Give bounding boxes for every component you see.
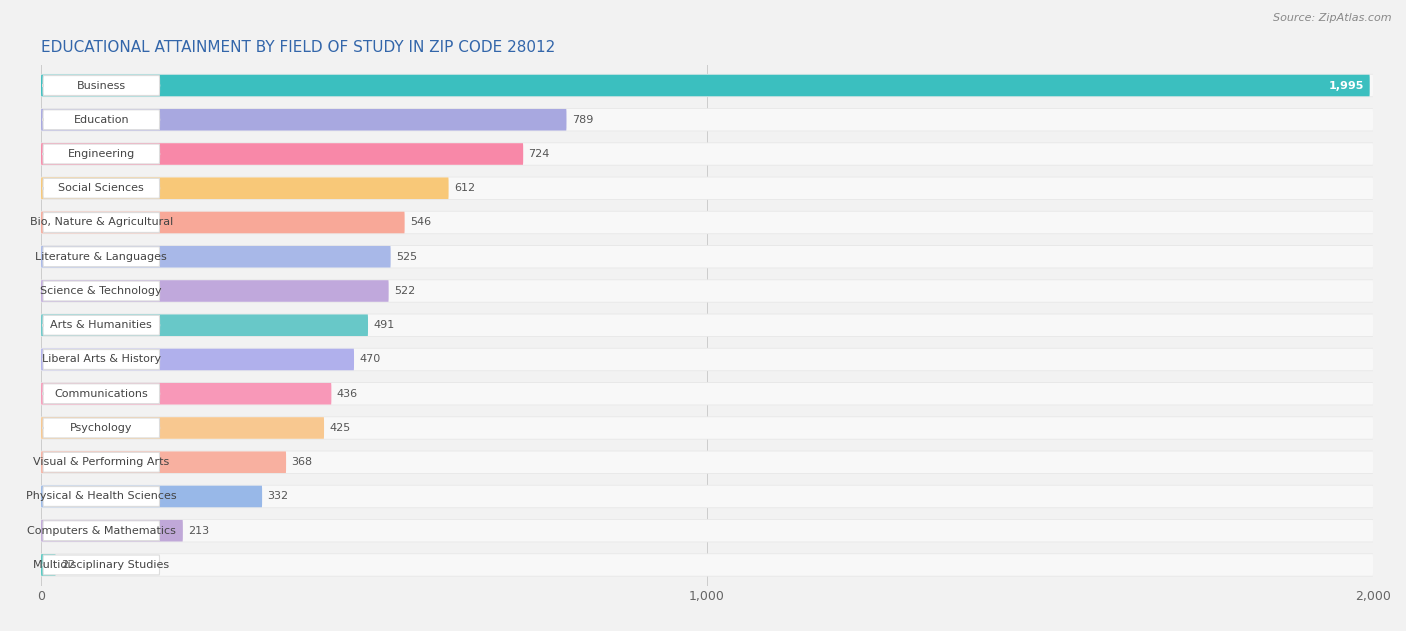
FancyBboxPatch shape: [41, 212, 405, 233]
FancyBboxPatch shape: [44, 110, 159, 130]
Text: 368: 368: [291, 457, 312, 467]
FancyBboxPatch shape: [41, 382, 1374, 405]
Text: Computers & Mathematics: Computers & Mathematics: [27, 526, 176, 536]
Text: 612: 612: [454, 183, 475, 193]
Text: Physical & Health Sciences: Physical & Health Sciences: [25, 492, 177, 502]
FancyBboxPatch shape: [41, 314, 1374, 336]
Text: Visual & Performing Arts: Visual & Performing Arts: [34, 457, 169, 467]
FancyBboxPatch shape: [44, 487, 159, 507]
Text: 546: 546: [411, 218, 432, 228]
FancyBboxPatch shape: [41, 108, 1374, 131]
FancyBboxPatch shape: [41, 383, 332, 404]
FancyBboxPatch shape: [44, 418, 159, 438]
Text: Education: Education: [73, 115, 129, 125]
Text: Arts & Humanities: Arts & Humanities: [51, 321, 152, 330]
FancyBboxPatch shape: [41, 349, 1374, 370]
FancyBboxPatch shape: [41, 177, 1374, 200]
FancyBboxPatch shape: [41, 143, 523, 165]
FancyBboxPatch shape: [44, 179, 159, 198]
FancyBboxPatch shape: [41, 280, 388, 302]
FancyBboxPatch shape: [41, 554, 56, 575]
FancyBboxPatch shape: [41, 280, 1374, 303]
FancyBboxPatch shape: [41, 417, 1374, 439]
FancyBboxPatch shape: [41, 554, 1374, 575]
FancyBboxPatch shape: [41, 143, 1374, 165]
Text: 789: 789: [572, 115, 593, 125]
FancyBboxPatch shape: [41, 109, 567, 131]
Text: Communications: Communications: [55, 389, 148, 399]
Text: Business: Business: [77, 81, 127, 90]
FancyBboxPatch shape: [41, 349, 354, 370]
Text: 522: 522: [394, 286, 415, 296]
FancyBboxPatch shape: [44, 350, 159, 369]
FancyBboxPatch shape: [41, 177, 1374, 199]
FancyBboxPatch shape: [44, 247, 159, 267]
FancyBboxPatch shape: [41, 416, 1374, 440]
FancyBboxPatch shape: [41, 74, 1374, 97]
FancyBboxPatch shape: [44, 144, 159, 164]
FancyBboxPatch shape: [41, 245, 1374, 268]
FancyBboxPatch shape: [41, 212, 1374, 233]
Text: Literature & Languages: Literature & Languages: [35, 252, 167, 262]
FancyBboxPatch shape: [41, 177, 449, 199]
FancyBboxPatch shape: [41, 451, 1374, 473]
FancyBboxPatch shape: [44, 281, 159, 301]
FancyBboxPatch shape: [41, 519, 1374, 543]
FancyBboxPatch shape: [41, 451, 285, 473]
FancyBboxPatch shape: [44, 316, 159, 335]
FancyBboxPatch shape: [41, 109, 1374, 131]
FancyBboxPatch shape: [44, 521, 159, 541]
Text: 332: 332: [267, 492, 288, 502]
FancyBboxPatch shape: [44, 76, 159, 95]
FancyBboxPatch shape: [41, 553, 1374, 577]
FancyBboxPatch shape: [41, 520, 183, 541]
FancyBboxPatch shape: [41, 314, 1374, 337]
FancyBboxPatch shape: [41, 246, 1374, 268]
Text: Multidisciplinary Studies: Multidisciplinary Studies: [34, 560, 169, 570]
FancyBboxPatch shape: [41, 383, 1374, 404]
FancyBboxPatch shape: [41, 486, 262, 507]
Text: Engineering: Engineering: [67, 149, 135, 159]
FancyBboxPatch shape: [41, 486, 1374, 507]
FancyBboxPatch shape: [44, 555, 159, 575]
Text: 491: 491: [374, 321, 395, 330]
Text: Source: ZipAtlas.com: Source: ZipAtlas.com: [1274, 13, 1392, 23]
FancyBboxPatch shape: [41, 485, 1374, 508]
FancyBboxPatch shape: [41, 74, 1374, 97]
Text: 425: 425: [329, 423, 350, 433]
Text: EDUCATIONAL ATTAINMENT BY FIELD OF STUDY IN ZIP CODE 28012: EDUCATIONAL ATTAINMENT BY FIELD OF STUDY…: [41, 40, 555, 54]
Text: Science & Technology: Science & Technology: [41, 286, 162, 296]
Text: 213: 213: [188, 526, 209, 536]
Text: Social Sciences: Social Sciences: [59, 183, 145, 193]
FancyBboxPatch shape: [41, 348, 1374, 371]
Text: 22: 22: [60, 560, 76, 570]
FancyBboxPatch shape: [41, 74, 1369, 97]
FancyBboxPatch shape: [41, 280, 1374, 302]
Text: Bio, Nature & Agricultural: Bio, Nature & Agricultural: [30, 218, 173, 228]
FancyBboxPatch shape: [41, 246, 391, 268]
Text: 436: 436: [336, 389, 359, 399]
FancyBboxPatch shape: [44, 452, 159, 472]
FancyBboxPatch shape: [41, 211, 1374, 234]
FancyBboxPatch shape: [41, 520, 1374, 541]
Text: 724: 724: [529, 149, 550, 159]
FancyBboxPatch shape: [41, 417, 323, 439]
Text: Liberal Arts & History: Liberal Arts & History: [42, 355, 160, 365]
Text: Psychology: Psychology: [70, 423, 132, 433]
FancyBboxPatch shape: [41, 451, 1374, 474]
Text: 525: 525: [396, 252, 418, 262]
FancyBboxPatch shape: [41, 143, 1374, 166]
FancyBboxPatch shape: [44, 213, 159, 232]
Text: 470: 470: [360, 355, 381, 365]
Text: 1,995: 1,995: [1329, 81, 1364, 90]
FancyBboxPatch shape: [44, 384, 159, 404]
FancyBboxPatch shape: [41, 314, 368, 336]
